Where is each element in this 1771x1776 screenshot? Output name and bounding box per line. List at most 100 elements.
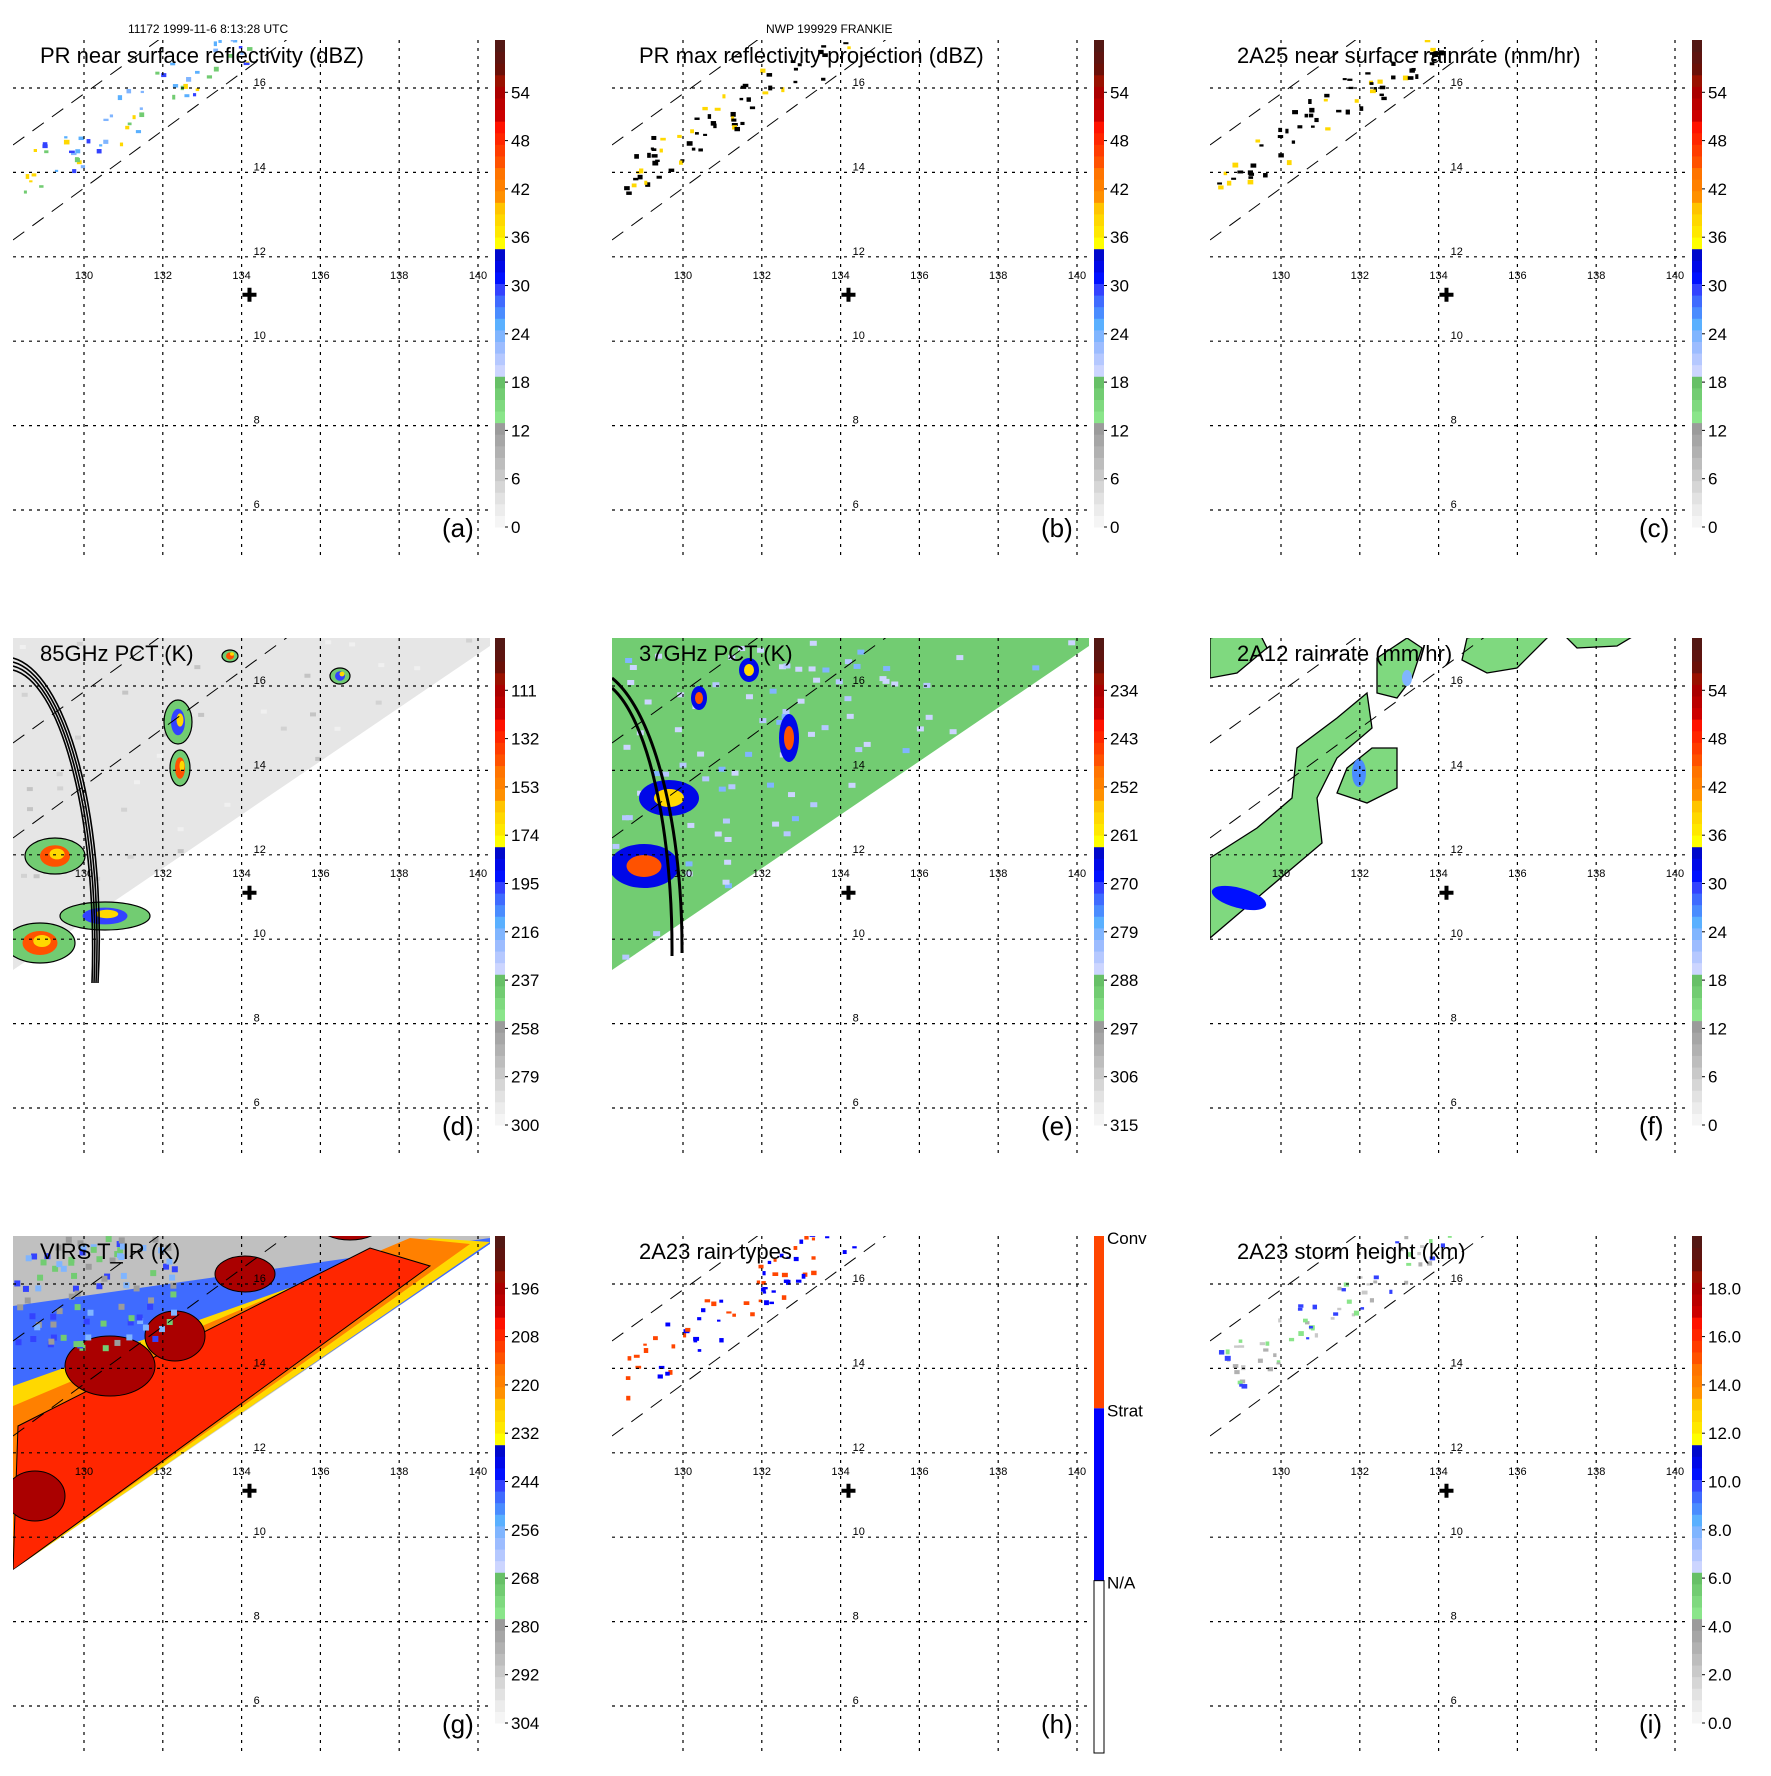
echo-pixel bbox=[1402, 75, 1409, 81]
echo-pixel bbox=[1224, 1355, 1231, 1361]
lat-tick-label: 16 bbox=[853, 77, 865, 89]
colorbar-segment bbox=[495, 1444, 505, 1457]
colorbar-segment bbox=[1094, 376, 1104, 389]
colorbar-segment bbox=[1094, 121, 1104, 134]
cell-core bbox=[339, 671, 345, 677]
lat-tick-label: 14 bbox=[254, 1357, 266, 1369]
colorbar-segment bbox=[1692, 846, 1702, 859]
colorbar-segment bbox=[1692, 695, 1702, 709]
ir-pixel bbox=[15, 1339, 22, 1346]
colorbar-segment bbox=[1692, 422, 1702, 435]
echo-pixel bbox=[1369, 1298, 1374, 1303]
cell-core bbox=[230, 652, 234, 656]
echo-pixel bbox=[671, 1344, 676, 1349]
ir-pixel bbox=[170, 1282, 177, 1289]
lat-tick-label: 12 bbox=[1451, 246, 1463, 258]
colorbar-segment bbox=[495, 422, 505, 435]
echo-pixel bbox=[1239, 1383, 1243, 1387]
colorbar-tick-label: 18 bbox=[1708, 373, 1727, 392]
echo-pixel bbox=[172, 94, 176, 100]
ir-pixel bbox=[127, 1319, 134, 1326]
echo-pixel bbox=[797, 63, 802, 67]
pct-pixel bbox=[810, 802, 818, 808]
colorbar-segment bbox=[1094, 434, 1104, 447]
colorbar-segment bbox=[1692, 1340, 1702, 1353]
ir-pixel bbox=[56, 1261, 63, 1268]
panel-label: (e) bbox=[1041, 1111, 1073, 1141]
pct-pixel bbox=[612, 843, 620, 849]
colorbar-segment bbox=[1692, 144, 1702, 157]
ir-pixel bbox=[166, 1258, 173, 1265]
lon-tick-label: 138 bbox=[390, 1466, 408, 1478]
colorbar-segment bbox=[1692, 1009, 1702, 1022]
colorbar-segment bbox=[1094, 202, 1104, 215]
echo-pixel bbox=[195, 70, 200, 74]
echo-pixel bbox=[793, 1246, 798, 1250]
colorbar-segment bbox=[1692, 788, 1702, 801]
cold-top bbox=[64, 1335, 156, 1397]
colorbar-tick-label: 8.0 bbox=[1708, 1521, 1732, 1540]
echo-pixel bbox=[33, 149, 38, 152]
colorbar-segment bbox=[1094, 144, 1104, 157]
colorbar-segment bbox=[495, 1572, 505, 1585]
echo-pixel bbox=[749, 106, 756, 110]
echo-pixel bbox=[731, 118, 737, 122]
pct-pixel bbox=[677, 692, 685, 698]
echo-pixel bbox=[1292, 110, 1299, 115]
panel-label: (h) bbox=[1041, 1709, 1073, 1739]
lat-tick-label: 10 bbox=[1451, 928, 1463, 940]
colorbar-segment bbox=[495, 939, 505, 952]
colorbar-segment bbox=[495, 1032, 505, 1045]
echo-pixel bbox=[80, 165, 86, 169]
colorbar-tick-label: 216 bbox=[511, 923, 539, 942]
lon-tick-label: 136 bbox=[311, 1466, 329, 1478]
ir-pixel bbox=[56, 1308, 63, 1315]
lat-tick-label: 8 bbox=[1451, 1013, 1457, 1025]
ir-pixel bbox=[40, 1259, 47, 1266]
colorbar-segment bbox=[1692, 742, 1702, 755]
echo-pixel bbox=[818, 49, 824, 55]
colorbar-segment bbox=[1692, 661, 1702, 674]
ir-pixel bbox=[118, 1254, 125, 1261]
ir-pixel bbox=[114, 1339, 121, 1346]
pct-pixel bbox=[821, 725, 829, 731]
panel-title: 2A23 storm height (km) bbox=[1237, 1239, 1466, 1264]
pct-pixel bbox=[795, 666, 803, 672]
panel-title: PR near surface reflectivity (dBZ) bbox=[40, 43, 364, 68]
echo-pixel bbox=[665, 1322, 671, 1327]
colorbar-tick-label: 18.0 bbox=[1708, 1279, 1741, 1298]
colorbar-tick-label: 6.0 bbox=[1708, 1569, 1732, 1588]
echo-pixel bbox=[1288, 1337, 1295, 1342]
echo-pixel bbox=[1225, 1349, 1230, 1355]
echo-pixel bbox=[248, 16, 252, 19]
echo-pixel bbox=[786, 1256, 791, 1259]
lat-tick-label: 16 bbox=[853, 1273, 865, 1285]
cell-core bbox=[33, 935, 51, 947]
colorbar-segment bbox=[1094, 707, 1104, 720]
colorbar-segment bbox=[1094, 962, 1104, 975]
ir-pixel bbox=[14, 1280, 21, 1287]
echo-pixel bbox=[659, 148, 663, 153]
colorbar-tick-label: 12.0 bbox=[1708, 1424, 1741, 1443]
echo-pixel bbox=[1297, 125, 1303, 129]
pct-pixel bbox=[797, 698, 805, 704]
rain-area bbox=[1336, 747, 1398, 804]
echo-pixel bbox=[769, 1301, 774, 1305]
lon-tick-label: 138 bbox=[989, 1466, 1007, 1478]
field-layer bbox=[13, 1236, 490, 1753]
ir-pixel bbox=[55, 1244, 62, 1251]
lon-tick-label: 134 bbox=[232, 1466, 250, 1478]
colorbar-segment bbox=[1692, 51, 1702, 64]
pct-pixel bbox=[728, 784, 736, 790]
pct-cell-core bbox=[695, 692, 703, 704]
lat-tick-label: 16 bbox=[254, 77, 266, 89]
colorbar-segment bbox=[495, 730, 505, 743]
colorbar-segment bbox=[1692, 271, 1702, 284]
colorbar: 0.0 2.0 4.0 6.0 8.0 10.0 12.0 14.0 16.0 18.0 bbox=[1692, 1236, 1741, 1733]
colorbar-segment bbox=[1692, 1537, 1702, 1550]
colorbar-segment bbox=[1692, 1549, 1702, 1562]
panel-g: 130 132 134 136 138 140 16 14 12 10 8 6 VIRS T_IR (K… bbox=[13, 1236, 539, 1753]
echo-pixel bbox=[647, 152, 651, 158]
echo-pixel bbox=[693, 1336, 700, 1341]
echo-pixel bbox=[801, 1273, 806, 1279]
